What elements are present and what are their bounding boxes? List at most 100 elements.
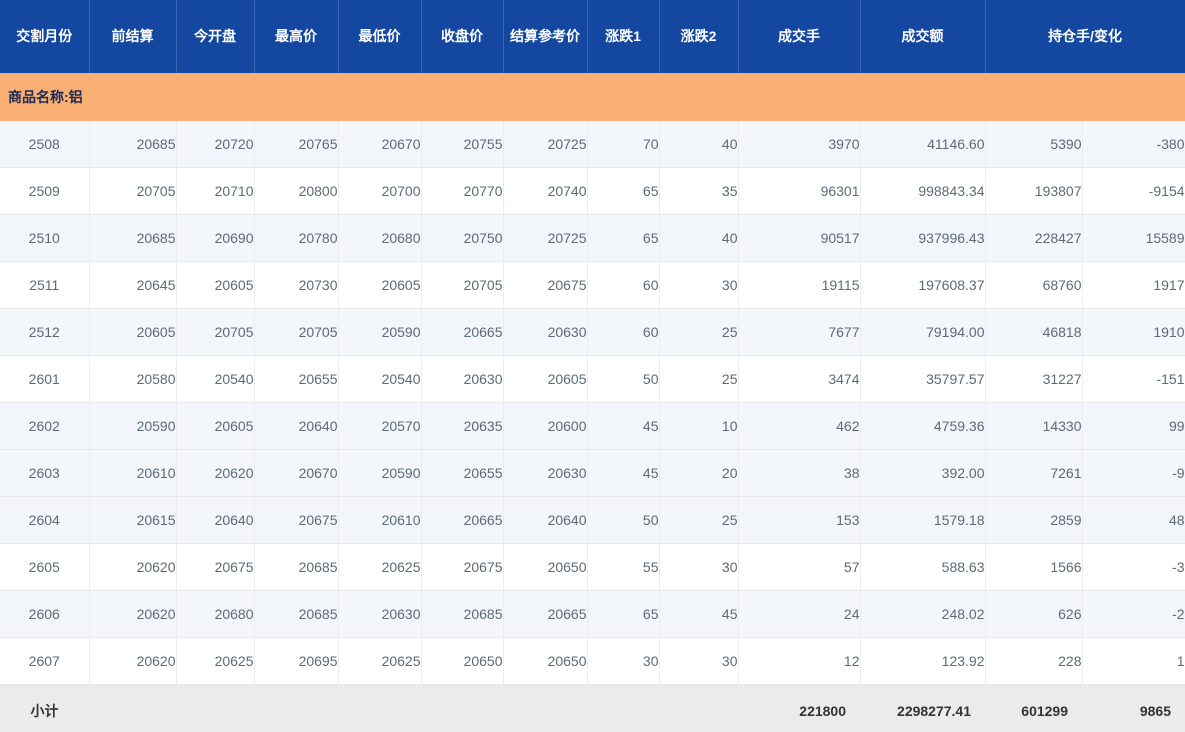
cell-low: 20610 bbox=[338, 496, 422, 544]
cell-turnover: 35797.57 bbox=[860, 355, 986, 403]
cell-volume: 3474 bbox=[738, 355, 861, 403]
cell-open: 20640 bbox=[176, 496, 255, 544]
cell-month: 2603 bbox=[0, 449, 90, 497]
cell-low: 20625 bbox=[338, 543, 422, 591]
cell-open: 20625 bbox=[176, 637, 255, 685]
cell-open: 20710 bbox=[176, 167, 255, 215]
cell-open_interest: 626 bbox=[985, 590, 1083, 638]
cell-month: 2508 bbox=[0, 121, 90, 168]
subtotal-change1 bbox=[587, 684, 659, 732]
table-row-2607: 2607 20620 20625 20695 20625 20650 20650 30 30 12… bbox=[0, 637, 1185, 685]
cell-open: 20540 bbox=[176, 355, 255, 403]
cell-prev_settle: 20610 bbox=[89, 449, 177, 497]
cell-turnover: 248.02 bbox=[860, 590, 986, 638]
cell-turnover: 1579.18 bbox=[860, 496, 986, 544]
cell-open_interest: 1566 bbox=[985, 543, 1083, 591]
column-header-high: 最高价 bbox=[254, 0, 339, 73]
cell-open_interest: 68760 bbox=[985, 261, 1083, 309]
table-row-2511: 2511 20645 20605 20730 20605 20705 20675 60 30 19… bbox=[0, 261, 1185, 309]
cell-close: 20635 bbox=[421, 402, 504, 450]
cell-turnover: 4759.36 bbox=[860, 402, 986, 450]
subtotal-row: 小计 221800 2298277.41 601299 9865 bbox=[0, 684, 1185, 732]
cell-change1: 65 bbox=[587, 167, 660, 215]
subtotal-settle_ref bbox=[503, 684, 587, 732]
cell-oi_change: 1917 bbox=[1082, 261, 1185, 309]
cell-oi_change: -9 bbox=[1082, 449, 1185, 497]
cell-turnover: 197608.37 bbox=[860, 261, 986, 309]
cell-turnover: 998843.34 bbox=[860, 167, 986, 215]
cell-month: 2606 bbox=[0, 590, 90, 638]
cell-prev_settle: 20580 bbox=[89, 355, 177, 403]
cell-low: 20540 bbox=[338, 355, 422, 403]
cell-oi_change: 1910 bbox=[1082, 308, 1185, 356]
table-row-2601: 2601 20580 20540 20655 20540 20630 20605 50 25 34… bbox=[0, 355, 1185, 403]
cell-open: 20605 bbox=[176, 261, 255, 309]
cell-change2: 40 bbox=[659, 121, 739, 168]
cell-turnover: 79194.00 bbox=[860, 308, 986, 356]
cell-prev_settle: 20685 bbox=[89, 214, 177, 262]
cell-month: 2602 bbox=[0, 402, 90, 450]
cell-settle_ref: 20650 bbox=[503, 637, 588, 685]
cell-high: 20685 bbox=[254, 543, 339, 591]
cell-month: 2512 bbox=[0, 308, 90, 356]
cell-open_interest: 14330 bbox=[985, 402, 1083, 450]
cell-month: 2509 bbox=[0, 167, 90, 215]
cell-close: 20665 bbox=[421, 308, 504, 356]
cell-settle_ref: 20630 bbox=[503, 308, 588, 356]
cell-open: 20680 bbox=[176, 590, 255, 638]
cell-settle_ref: 20740 bbox=[503, 167, 588, 215]
cell-low: 20670 bbox=[338, 121, 422, 168]
subtotal-volume: 221800 bbox=[738, 684, 860, 732]
cell-month: 2607 bbox=[0, 637, 90, 685]
column-header-change2: 涨跌2 bbox=[659, 0, 739, 73]
cell-prev_settle: 20590 bbox=[89, 402, 177, 450]
cell-month: 2604 bbox=[0, 496, 90, 544]
cell-turnover: 392.00 bbox=[860, 449, 986, 497]
cell-high: 20705 bbox=[254, 308, 339, 356]
cell-volume: 12 bbox=[738, 637, 861, 685]
cell-change2: 25 bbox=[659, 308, 739, 356]
cell-oi_change: 48 bbox=[1082, 496, 1185, 544]
cell-settle_ref: 20665 bbox=[503, 590, 588, 638]
subtotal-open bbox=[176, 684, 254, 732]
cell-low: 20625 bbox=[338, 637, 422, 685]
cell-settle_ref: 20600 bbox=[503, 402, 588, 450]
cell-settle_ref: 20640 bbox=[503, 496, 588, 544]
cell-volume: 96301 bbox=[738, 167, 861, 215]
table-row-2604: 2604 20615 20640 20675 20610 20665 20640 50 25 15… bbox=[0, 496, 1185, 544]
subtotal-open_interest: 601299 bbox=[985, 684, 1082, 732]
cell-high: 20765 bbox=[254, 121, 339, 168]
cell-low: 20680 bbox=[338, 214, 422, 262]
column-header-settle_ref: 结算参考价 bbox=[503, 0, 588, 73]
cell-change2: 35 bbox=[659, 167, 739, 215]
cell-settle_ref: 20725 bbox=[503, 121, 588, 168]
cell-oi_change: -151 bbox=[1082, 355, 1185, 403]
table-row-2605: 2605 20620 20675 20685 20625 20675 20650 55 30 57… bbox=[0, 543, 1185, 591]
cell-month: 2605 bbox=[0, 543, 90, 591]
cell-high: 20780 bbox=[254, 214, 339, 262]
cell-change1: 60 bbox=[587, 261, 660, 309]
cell-turnover: 588.63 bbox=[860, 543, 986, 591]
cell-high: 20685 bbox=[254, 590, 339, 638]
column-header-turnover: 成交额 bbox=[860, 0, 986, 73]
cell-open: 20605 bbox=[176, 402, 255, 450]
cell-low: 20605 bbox=[338, 261, 422, 309]
table-row-2509: 2509 20705 20710 20800 20700 20770 20740 65 35 96… bbox=[0, 167, 1185, 215]
cell-volume: 19115 bbox=[738, 261, 861, 309]
column-header-month: 交割月份 bbox=[0, 0, 90, 73]
cell-open: 20690 bbox=[176, 214, 255, 262]
cell-change1: 30 bbox=[587, 637, 660, 685]
cell-prev_settle: 20705 bbox=[89, 167, 177, 215]
table-row-2508: 2508 20685 20720 20765 20670 20755 20725 70 40 39… bbox=[0, 121, 1185, 168]
product-name-row: 商品名称:铝 bbox=[0, 73, 1185, 121]
cell-oi_change: 1 bbox=[1082, 637, 1185, 685]
column-header-low: 最低价 bbox=[338, 0, 422, 73]
cell-close: 20685 bbox=[421, 590, 504, 638]
cell-change2: 10 bbox=[659, 402, 739, 450]
cell-close: 20750 bbox=[421, 214, 504, 262]
cell-change2: 25 bbox=[659, 496, 739, 544]
cell-settle_ref: 20630 bbox=[503, 449, 588, 497]
subtotal-close bbox=[421, 684, 503, 732]
